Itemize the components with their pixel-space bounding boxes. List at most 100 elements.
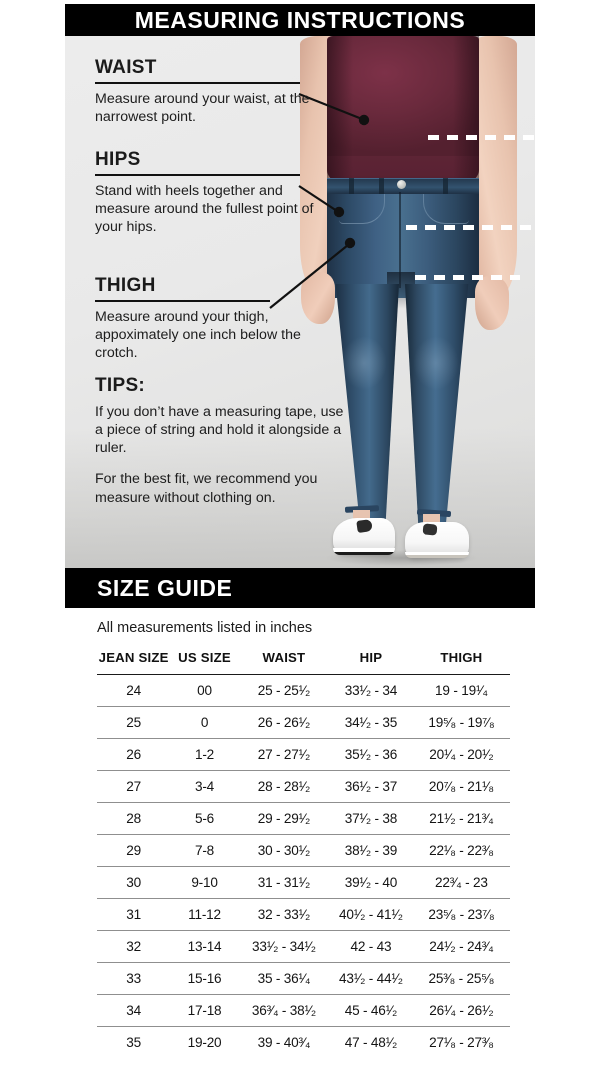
cell-us-size: 00 xyxy=(197,683,212,698)
instruction-waist-body: Measure around your waist, at the narrow… xyxy=(95,90,310,126)
cell-hip: 40¹⁄₂ - 41¹⁄₂ xyxy=(338,907,403,922)
size-table-row: 24 00 25 - 25¹⁄₂ 33¹⁄₂ - 34 19 - 19¹⁄₄ xyxy=(97,675,510,707)
size-table-body: 24 00 25 - 25¹⁄₂ 33¹⁄₂ - 34 19 - 19¹⁄₄ 25 0 26 … xyxy=(97,675,510,1059)
instruction-thigh-body: Measure around your thigh, appoximately … xyxy=(95,308,301,362)
column-header-jean-size: JEAN SIZE xyxy=(98,650,169,665)
hips-dashed-line xyxy=(406,225,535,230)
column-header-us-size: US SIZE xyxy=(178,650,231,665)
instruction-tips-heading: TIPS: xyxy=(95,375,146,396)
cell-jean-size: 28 xyxy=(126,811,141,826)
size-guide-title: SIZE GUIDE xyxy=(97,574,233,601)
tips-paragraph-2: For the best fit, we recommend you measu… xyxy=(95,471,318,506)
cell-thigh: 24¹⁄₂ - 24³⁄₄ xyxy=(429,939,494,954)
cell-thigh: 23⁵⁄₈ - 23⁷⁄₈ xyxy=(428,907,495,922)
cell-jean-size: 29 xyxy=(126,843,141,858)
size-table-head: JEAN SIZE US SIZE WAIST HIP THIGH xyxy=(97,650,510,675)
instruction-hips: HIPS Stand with heels together and measu… xyxy=(95,150,335,236)
cell-us-size: 11-12 xyxy=(188,907,221,922)
size-table-row: 26 1-2 27 - 27¹⁄₂ 35¹⁄₂ - 36 20¹⁄₄ - 20¹⁄₂ xyxy=(97,739,510,771)
size-table-header-row: JEAN SIZE US SIZE WAIST HIP THIGH xyxy=(97,650,510,675)
model-belt-loop xyxy=(349,178,354,194)
cell-jean-size: 33 xyxy=(126,971,141,986)
cell-thigh: 26¹⁄₄ - 26¹⁄₂ xyxy=(429,1003,494,1018)
right-sneaker-sole xyxy=(405,552,469,558)
cell-waist: 33¹⁄₂ - 34¹⁄₂ xyxy=(252,939,316,954)
cell-jean-size: 35 xyxy=(126,1035,141,1050)
thigh-dashed-line xyxy=(415,275,520,280)
size-table-row: 30 9-10 31 - 31¹⁄₂ 39¹⁄₂ - 40 22³⁄₄ - 23 xyxy=(97,867,510,899)
column-header-thigh: THIGH xyxy=(440,650,483,665)
size-table-row: 32 13-14 33¹⁄₂ - 34¹⁄₂ 42 - 43 24¹⁄₂ - 24³⁄₄ xyxy=(97,931,510,963)
waist-dashed-line xyxy=(428,135,535,140)
instruction-hips-body: Stand with heels together and measure ar… xyxy=(95,182,314,236)
cell-hip: 45 - 46¹⁄₂ xyxy=(344,1003,398,1018)
cell-thigh: 20⁷⁄₈ - 21¹⁄₈ xyxy=(428,779,494,794)
instruction-hips-heading: HIPS xyxy=(95,149,141,170)
model-jeans-button xyxy=(397,180,406,189)
model-jeans-fly-seam xyxy=(399,192,401,288)
column-header-waist: WAIST xyxy=(262,650,306,665)
size-guide-note: All measurements listed in inches xyxy=(97,620,313,636)
cell-jean-size: 25 xyxy=(126,715,141,730)
size-table-row: 28 5-6 29 - 29¹⁄₂ 37¹⁄₂ - 38 21¹⁄₂ - 21³⁄₄ xyxy=(97,803,510,835)
cell-hip: 37¹⁄₂ - 38 xyxy=(344,811,398,826)
cell-us-size: 17-18 xyxy=(187,1003,222,1018)
measuring-instructions-title: MEASURING INSTRUCTIONS xyxy=(134,6,466,33)
cell-hip: 38¹⁄₂ - 39 xyxy=(344,843,398,858)
cell-us-size: 19-20 xyxy=(187,1035,222,1050)
size-table-row: 27 3-4 28 - 28¹⁄₂ 36¹⁄₂ - 37 20⁷⁄₈ - 21¹⁄₈ xyxy=(97,771,510,803)
cell-hip: 43¹⁄₂ - 44¹⁄₂ xyxy=(338,971,403,986)
size-table-row: 31 11-12 32 - 33¹⁄₂ 40¹⁄₂ - 41¹⁄₂ 23⁵⁄₈ - 23… xyxy=(97,899,510,931)
model-left-knee-fade xyxy=(341,336,387,390)
cell-us-size: 15-16 xyxy=(187,971,222,986)
instruction-thigh-heading: THIGH xyxy=(95,275,156,296)
model-right-leg xyxy=(405,284,469,524)
cell-hip: 34¹⁄₂ - 35 xyxy=(344,715,398,730)
cell-waist: 36³⁄₄ - 38¹⁄₂ xyxy=(251,1003,317,1018)
cell-hip: 39¹⁄₂ - 40 xyxy=(344,875,398,890)
model-right-arm xyxy=(473,36,517,298)
cell-waist: 28 - 28¹⁄₂ xyxy=(257,779,311,794)
cell-thigh: 22¹⁄₈ - 22³⁄₈ xyxy=(429,843,494,858)
instruction-hips-rule xyxy=(95,173,300,176)
cell-waist: 31 - 31¹⁄₂ xyxy=(257,875,311,890)
cell-waist: 39 - 40³⁄₄ xyxy=(257,1035,311,1050)
cell-waist: 27 - 27¹⁄₂ xyxy=(257,747,311,762)
cell-jean-size: 32 xyxy=(126,939,141,954)
cell-jean-size: 24 xyxy=(126,683,141,698)
size-guide-banner: SIZE GUIDE xyxy=(65,568,535,608)
cell-hip: 33¹⁄₂ - 34 xyxy=(344,683,398,698)
size-table-row: 35 19-20 39 - 40³⁄₄ 47 - 48¹⁄₂ 27¹⁄₈ - 27³⁄₈ xyxy=(97,1027,510,1059)
cell-jean-size: 34 xyxy=(126,1003,141,1018)
cell-us-size: 1-2 xyxy=(195,747,215,762)
size-table-row: 33 15-16 35 - 36¹⁄₄ 43¹⁄₂ - 44¹⁄₂ 25³⁄₈ - 25… xyxy=(97,963,510,995)
size-table-row: 25 0 26 - 26¹⁄₂ 34¹⁄₂ - 35 19⁵⁄₈ - 19⁷⁄₈ xyxy=(97,707,510,739)
tips-paragraph-1: If you don’t have a measuring tape, use … xyxy=(95,403,344,457)
left-sneaker-sole xyxy=(333,548,395,555)
size-table-row: 34 17-18 36³⁄₄ - 38¹⁄₂ 45 - 46¹⁄₂ 26¹⁄₄ - 26… xyxy=(97,995,510,1027)
cell-us-size: 9-10 xyxy=(191,875,218,890)
cell-thigh: 22³⁄₄ - 23 xyxy=(435,875,488,890)
model-photo xyxy=(283,36,535,568)
column-header-hip: HIP xyxy=(359,650,383,665)
instruction-waist: WAIST Measure around your waist, at the … xyxy=(95,58,335,126)
instruction-tips-body: If you don’t have a measuring tape, use … xyxy=(95,403,345,507)
instruction-waist-heading: WAIST xyxy=(95,57,157,78)
cell-waist: 26 - 26¹⁄₂ xyxy=(257,715,311,730)
instruction-thigh: THIGH Measure around your thigh, appoxim… xyxy=(95,276,335,362)
cell-jean-size: 31 xyxy=(126,907,141,922)
cell-thigh: 21¹⁄₂ - 21³⁄₄ xyxy=(429,811,494,826)
cell-waist: 32 - 33¹⁄₂ xyxy=(257,907,311,922)
measuring-instructions-banner: MEASURING INSTRUCTIONS xyxy=(65,4,535,36)
measuring-illustration-panel: WAIST Measure around your waist, at the … xyxy=(65,36,535,568)
right-sneaker-gore xyxy=(422,523,438,536)
size-table-row: 29 7-8 30 - 30¹⁄₂ 38¹⁄₂ - 39 22¹⁄₈ - 22³⁄₈ xyxy=(97,835,510,867)
model-top-shadow-right xyxy=(453,36,479,186)
cell-waist: 30 - 30¹⁄₂ xyxy=(257,843,311,858)
cell-thigh: 27¹⁄₈ - 27³⁄₈ xyxy=(429,1035,494,1050)
cell-hip: 35¹⁄₂ - 36 xyxy=(344,747,398,762)
cell-hip: 47 - 48¹⁄₂ xyxy=(344,1035,398,1050)
model-right-hand xyxy=(475,276,509,330)
cell-us-size: 5-6 xyxy=(195,811,215,826)
